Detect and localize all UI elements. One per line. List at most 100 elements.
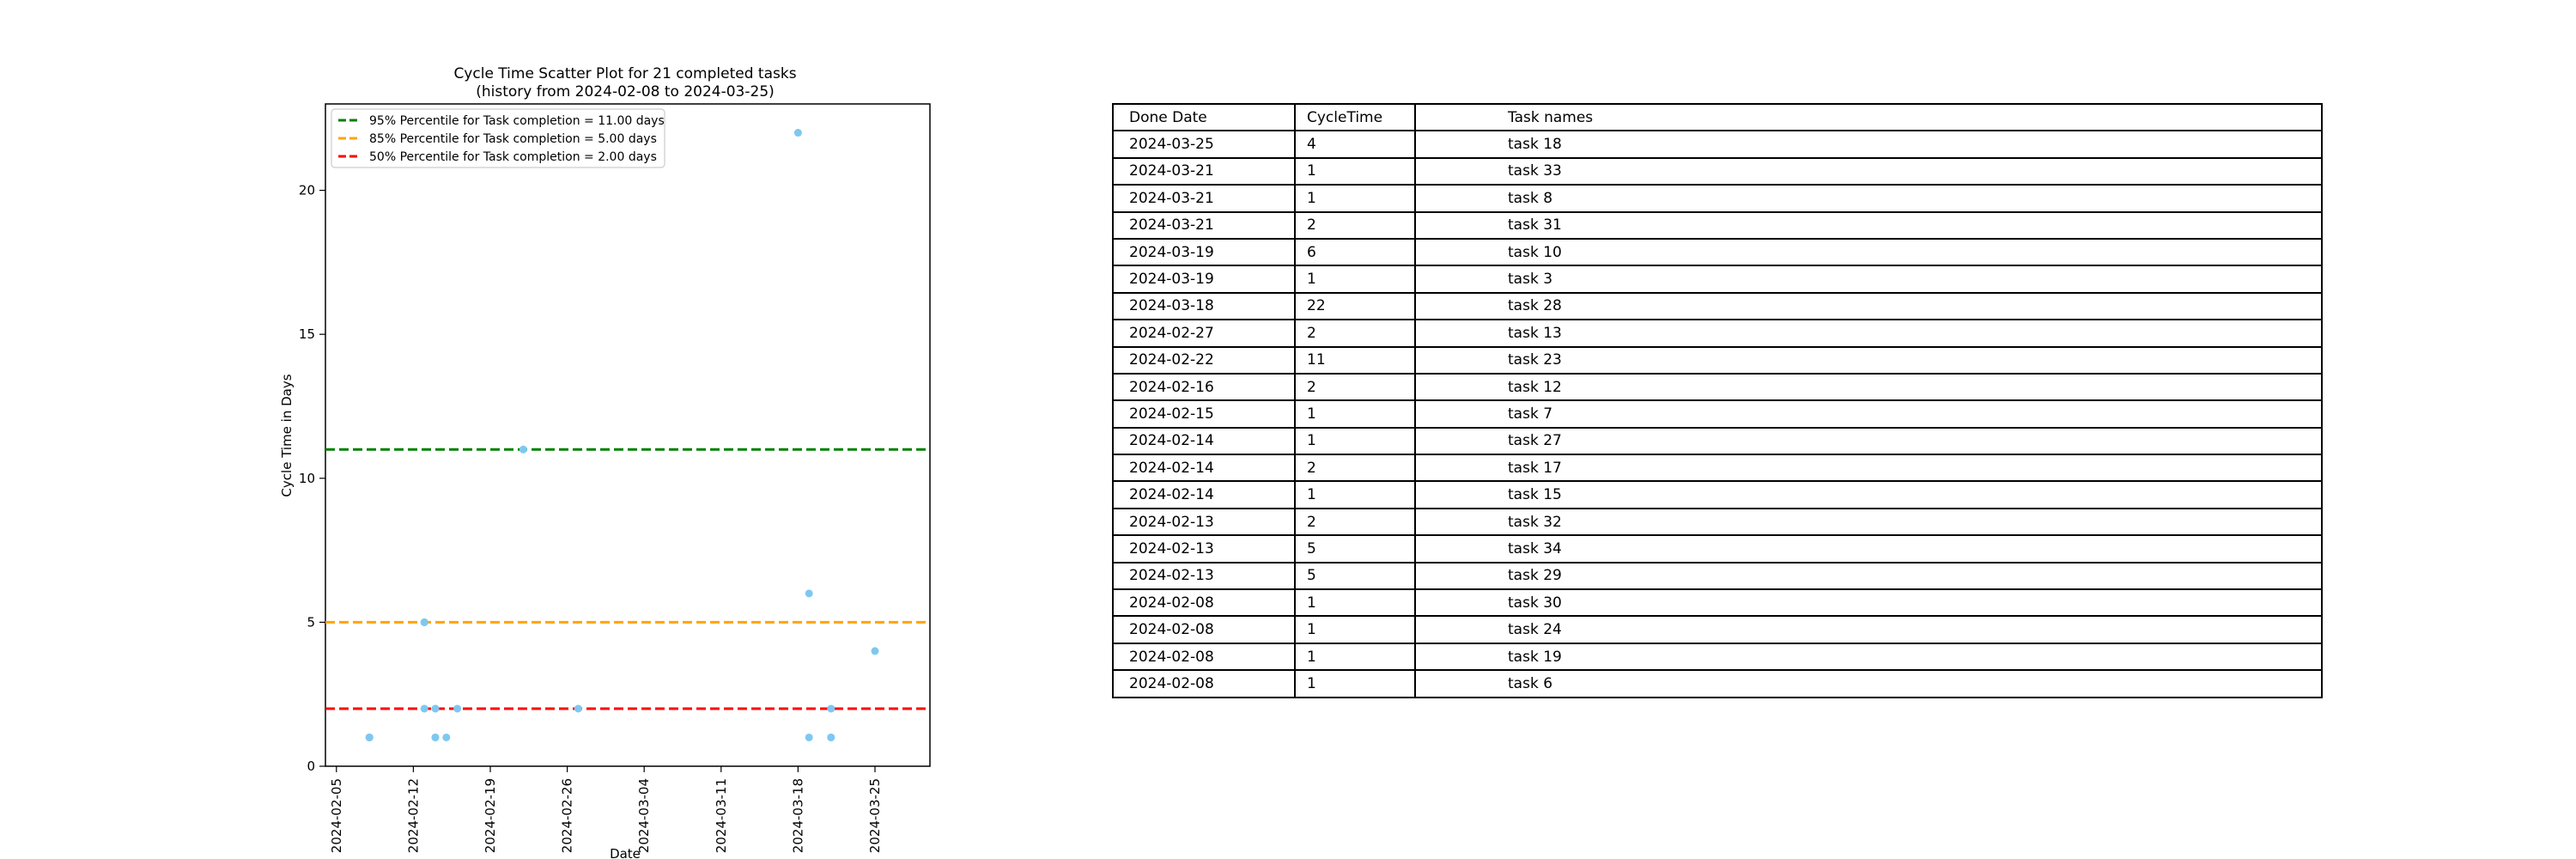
plot-frame	[325, 103, 931, 767]
cell-done-date: 2024-03-19	[1112, 265, 1296, 294]
cell-done-date: 2024-02-14	[1112, 426, 1296, 456]
cell-done-date: 2024-02-27	[1112, 319, 1296, 348]
cell-task-name: task 10	[1414, 237, 2323, 267]
table-row: 2024-02-14 2 task 17	[1112, 454, 2323, 483]
cell-task-name: task 15	[1414, 480, 2323, 509]
x-tick-label: 2024-02-19	[483, 778, 498, 853]
table-row: 2024-02-27 2 task 13	[1112, 319, 2323, 348]
cell-cycle-time: 6	[1294, 237, 1416, 267]
table-header-row: Done Date CycleTime Task names	[1112, 102, 2323, 132]
table-row: 2024-02-16 2 task 12	[1112, 372, 2323, 402]
cell-done-date: 2024-03-25	[1112, 130, 1296, 159]
legend-label: 85% Percentile for Task completion = 5.0…	[369, 132, 657, 146]
cell-task-name: task 17	[1414, 454, 2323, 483]
table-row: 2024-02-15 1 task 7	[1112, 399, 2323, 429]
cell-done-date: 2024-02-08	[1112, 669, 1296, 698]
cell-task-name: task 8	[1414, 184, 2323, 213]
cell-cycle-time: 1	[1294, 642, 1416, 672]
scatter-point	[574, 704, 582, 713]
cell-task-name: task 28	[1414, 291, 2323, 321]
cell-cycle-time: 2	[1294, 319, 1416, 348]
table-row: 2024-03-19 6 task 10	[1112, 237, 2323, 267]
table-row: 2024-02-08 1 task 19	[1112, 642, 2323, 672]
cell-cycle-time: 1	[1294, 184, 1416, 213]
cell-done-date: 2024-02-13	[1112, 561, 1296, 591]
cell-done-date: 2024-02-14	[1112, 480, 1296, 509]
cell-done-date: 2024-02-14	[1112, 454, 1296, 483]
y-tick-label: 0	[307, 758, 315, 774]
cell-task-name: task 7	[1414, 399, 2323, 429]
cell-done-date: 2024-03-21	[1112, 156, 1296, 186]
cell-done-date: 2024-03-19	[1112, 237, 1296, 267]
legend-label: 95% Percentile for Task completion = 11.…	[369, 114, 665, 128]
cell-task-name: task 30	[1414, 588, 2323, 618]
chart-title-line1: Cycle Time Scatter Plot for 21 completed…	[453, 65, 796, 82]
cell-cycle-time: 1	[1294, 156, 1416, 186]
cell-cycle-time: 2	[1294, 372, 1416, 402]
cell-task-name: task 27	[1414, 426, 2323, 456]
scatter-point	[519, 445, 527, 454]
y-axis-label: Cycle Time in Days	[279, 374, 295, 497]
cell-task-name: task 29	[1414, 561, 2323, 591]
cell-task-name: task 18	[1414, 130, 2323, 159]
cell-task-name: task 13	[1414, 319, 2323, 348]
cycle-time-scatter-chart: Cycle Time Scatter Plot for 21 completed…	[279, 65, 931, 859]
cell-cycle-time: 1	[1294, 669, 1416, 698]
x-tick-label: 2024-02-12	[405, 778, 421, 853]
table-row: 2024-03-25 4 task 18	[1112, 130, 2323, 159]
table-row: 2024-02-14 1 task 27	[1112, 426, 2323, 456]
table-row: 2024-03-21 1 task 8	[1112, 184, 2323, 213]
scatter-point	[827, 704, 835, 713]
y-tick-label: 10	[299, 471, 315, 486]
header-done-date: Done Date	[1112, 102, 1296, 132]
cell-task-name: task 6	[1414, 669, 2323, 698]
cell-done-date: 2024-02-08	[1112, 615, 1296, 644]
scatter-point	[453, 704, 462, 713]
cell-cycle-time: 1	[1294, 426, 1416, 456]
x-tick-label: 2024-03-18	[790, 778, 805, 853]
cell-cycle-time: 1	[1294, 480, 1416, 509]
header-cycle-time: CycleTime	[1294, 102, 1416, 132]
table-row: 2024-02-13 5 task 34	[1112, 534, 2323, 564]
table-row: 2024-03-18 22 task 28	[1112, 291, 2323, 321]
cell-done-date: 2024-02-15	[1112, 399, 1296, 429]
table-row: 2024-02-08 1 task 24	[1112, 615, 2323, 644]
table-row: 2024-03-21 2 task 31	[1112, 210, 2323, 240]
table-row: 2024-02-22 11 task 23	[1112, 345, 2323, 375]
scatter-point	[871, 647, 879, 655]
cell-done-date: 2024-02-08	[1112, 642, 1296, 672]
table-row: 2024-03-21 1 task 33	[1112, 156, 2323, 186]
cell-task-name: task 34	[1414, 534, 2323, 564]
cell-task-name: task 24	[1414, 615, 2323, 644]
cell-task-name: task 31	[1414, 210, 2323, 240]
cell-cycle-time: 1	[1294, 399, 1416, 429]
y-tick-label: 15	[299, 326, 315, 342]
table-row: 2024-02-08 1 task 6	[1112, 669, 2323, 698]
cell-done-date: 2024-02-13	[1112, 534, 1296, 564]
cell-cycle-time: 2	[1294, 210, 1416, 240]
scatter-point	[805, 589, 813, 598]
cell-cycle-time: 1	[1294, 615, 1416, 644]
cell-cycle-time: 4	[1294, 130, 1416, 159]
header-task-names: Task names	[1414, 102, 2323, 132]
cell-done-date: 2024-02-08	[1112, 588, 1296, 618]
scatter-point	[420, 704, 428, 713]
y-tick-label: 5	[307, 614, 315, 630]
cell-done-date: 2024-02-16	[1112, 372, 1296, 402]
cell-cycle-time: 1	[1294, 265, 1416, 294]
x-tick-label: 2024-02-26	[560, 778, 575, 853]
cell-task-name: task 3	[1414, 265, 2323, 294]
chart-title-line2: (history from 2024-02-08 to 2024-03-25)	[476, 83, 775, 101]
cell-done-date: 2024-03-21	[1112, 184, 1296, 213]
table-row: 2024-03-19 1 task 3	[1112, 265, 2323, 294]
table-row: 2024-02-13 5 task 29	[1112, 561, 2323, 591]
scatter-point	[431, 704, 440, 713]
scatter-point	[805, 733, 813, 741]
x-axis-label: Date	[610, 846, 641, 859]
cell-task-name: task 23	[1414, 345, 2323, 375]
scatter-point	[365, 733, 374, 741]
legend-label: 50% Percentile for Task completion = 2.0…	[369, 150, 657, 164]
x-tick-label: 2024-03-04	[636, 778, 652, 853]
task-table: Done Date CycleTime Task names 2024-03-2…	[1112, 102, 2323, 698]
cell-cycle-time: 5	[1294, 561, 1416, 591]
